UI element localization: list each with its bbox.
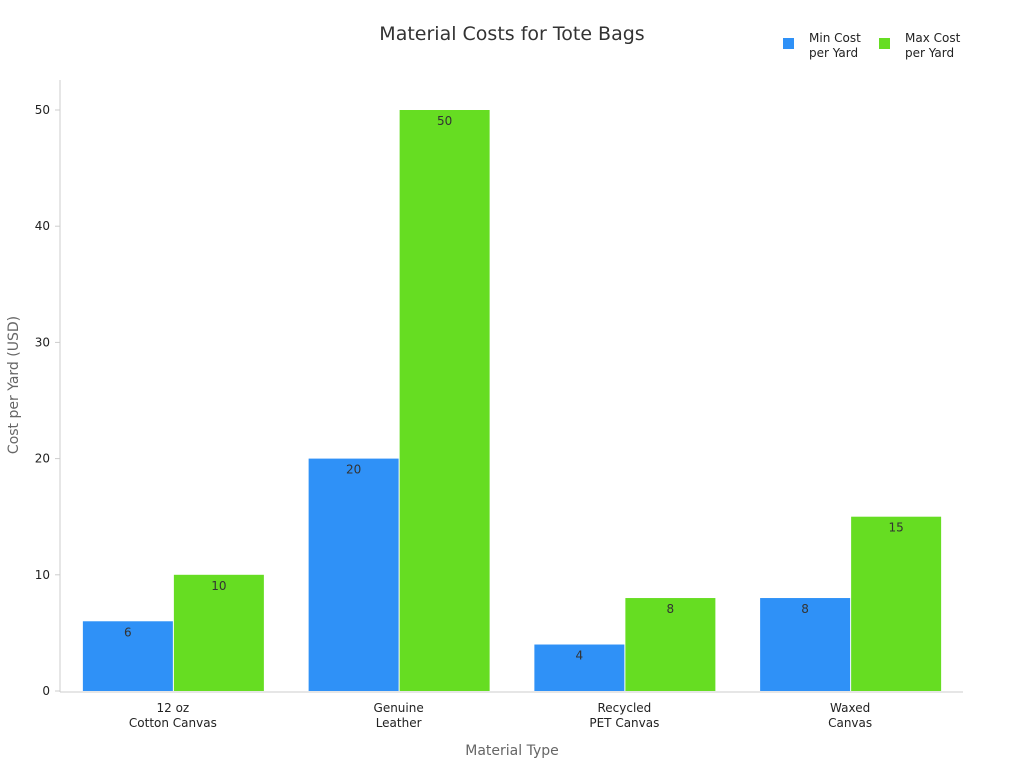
- x-axis-label: Material Type: [465, 743, 558, 759]
- data-label: 4: [576, 649, 584, 663]
- x-tick-label: Genuine Leather: [374, 701, 424, 730]
- legend-swatch: [879, 38, 890, 49]
- data-label: 8: [667, 602, 675, 616]
- bar: [760, 598, 851, 691]
- y-tick-label: 10: [35, 568, 50, 582]
- y-tick-label: 40: [35, 219, 50, 233]
- data-label: 8: [801, 602, 809, 616]
- y-tick-label: 30: [35, 335, 50, 349]
- y-tick-label: 0: [42, 684, 50, 698]
- y-axis-label: Cost per Yard (USD): [6, 316, 22, 454]
- bar: [399, 110, 490, 691]
- data-label: 15: [888, 521, 903, 535]
- bar: [82, 621, 173, 691]
- legend-label: Max Cost per Yard: [905, 31, 961, 60]
- legend-label: Min Cost per Yard: [809, 31, 861, 60]
- bar: [625, 598, 716, 691]
- y-tick-label: 50: [35, 103, 50, 117]
- x-tick-label: Recycled PET Canvas: [589, 701, 659, 730]
- chart-title: Material Costs for Tote Bags: [379, 23, 644, 45]
- data-label: 6: [124, 625, 132, 639]
- bar: [534, 644, 625, 691]
- bar: [851, 516, 942, 691]
- bar: [308, 458, 399, 691]
- bar: [173, 574, 264, 691]
- data-label: 20: [346, 463, 361, 477]
- data-label: 10: [211, 579, 226, 593]
- legend-swatch: [783, 38, 794, 49]
- x-tick-label: Waxed Canvas: [828, 701, 872, 730]
- x-tick-label: 12 oz Cotton Canvas: [129, 701, 217, 730]
- y-tick-label: 20: [35, 452, 50, 466]
- data-label: 50: [437, 114, 452, 128]
